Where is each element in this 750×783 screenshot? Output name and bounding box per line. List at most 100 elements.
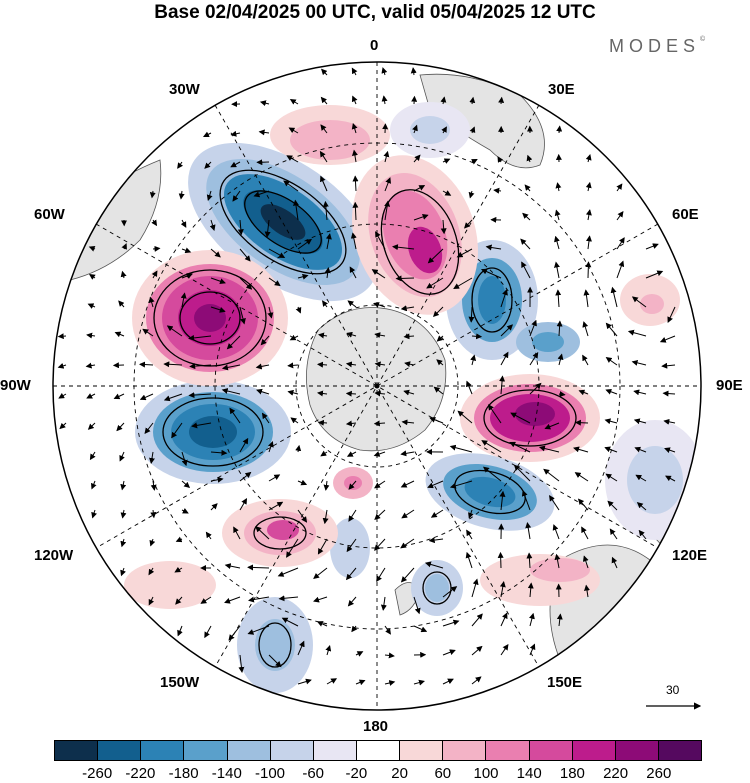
wind-vector xyxy=(529,319,537,337)
wind-vector xyxy=(585,235,592,250)
wind-vector xyxy=(317,419,328,426)
wind-vector xyxy=(436,335,444,342)
wind-vector xyxy=(471,645,483,656)
wind-vector xyxy=(381,95,388,105)
colorbar-swatch xyxy=(486,741,530,760)
wind-vector xyxy=(210,306,226,313)
wind-vector xyxy=(581,526,589,540)
wind-vector xyxy=(442,190,452,196)
wind-vector xyxy=(345,567,357,581)
wind-vector xyxy=(605,322,618,337)
wind-vector xyxy=(287,362,299,369)
wind-vector xyxy=(121,243,127,250)
wind-vector xyxy=(317,361,328,368)
wind-vector xyxy=(204,161,212,169)
wind-vector xyxy=(526,154,533,163)
wind-vector xyxy=(400,538,415,549)
wind-vector xyxy=(521,490,531,511)
high-anomaly-shading xyxy=(530,558,590,582)
wind-vector xyxy=(401,509,415,519)
wind-vector xyxy=(355,679,366,686)
wind-vector xyxy=(181,273,193,279)
low-anomaly-shading xyxy=(425,574,449,602)
wind-vector xyxy=(574,472,589,482)
colorbar-swatch xyxy=(356,741,401,760)
wind-vector xyxy=(485,244,502,251)
wind-vector xyxy=(480,268,502,279)
high-anomaly-shading xyxy=(640,294,664,314)
colorbar-swatch xyxy=(443,741,487,760)
wind-vector xyxy=(392,244,415,251)
wind-vector xyxy=(403,389,415,396)
wind-vector xyxy=(400,305,415,312)
wind-vector xyxy=(500,289,508,308)
wind-vector xyxy=(500,351,509,366)
wind-vector xyxy=(325,233,332,250)
wind-vector xyxy=(113,393,125,400)
wind-vector xyxy=(120,567,126,577)
wind-vector xyxy=(633,389,647,396)
wind-vector xyxy=(286,538,299,558)
wind-vector xyxy=(616,183,623,192)
lon-label-60e: 60E xyxy=(672,206,699,223)
wind-vector xyxy=(287,389,299,396)
wind-vector xyxy=(221,364,241,371)
colorbar-swatch xyxy=(615,741,659,760)
lon-label-90e: 90E xyxy=(716,377,743,394)
wind-vector xyxy=(499,490,506,511)
wind-vector xyxy=(525,522,532,540)
south-pole-marker xyxy=(374,383,380,389)
wind-vector xyxy=(239,248,251,262)
wind-vector xyxy=(520,238,531,250)
wind-vector xyxy=(264,219,271,238)
wind-vector xyxy=(375,231,386,250)
wind-vector xyxy=(373,420,386,427)
wind-vector xyxy=(321,68,328,76)
wind-vector xyxy=(413,214,429,221)
wind-vector xyxy=(442,619,460,627)
wind-vector xyxy=(188,392,212,399)
wind-vector xyxy=(453,277,473,290)
wind-vector xyxy=(471,613,483,627)
wind-vector xyxy=(289,98,299,105)
wind-vector xyxy=(582,555,589,569)
wind-vector xyxy=(255,363,270,370)
wind-vector xyxy=(268,654,282,668)
wind-vector xyxy=(119,451,125,462)
wind-vector xyxy=(232,190,241,202)
wind-vector xyxy=(142,328,154,337)
wind-vector xyxy=(297,479,308,486)
wind-vector xyxy=(238,654,245,673)
wind-vector xyxy=(464,219,473,229)
wind-vector xyxy=(320,96,328,105)
wind-vector xyxy=(605,473,618,482)
wind-vector xyxy=(350,232,357,250)
wind-vector xyxy=(91,509,97,519)
wind-vector xyxy=(585,181,592,192)
wind-vector xyxy=(457,410,473,424)
wind-vector xyxy=(413,596,421,615)
wind-vector xyxy=(229,407,241,424)
wind-vector xyxy=(286,155,299,163)
wind-vector xyxy=(247,564,270,571)
wind-vector xyxy=(413,185,426,192)
wind-vector xyxy=(144,422,154,434)
lon-label-150e: 150E xyxy=(547,674,583,691)
wind-vector xyxy=(345,390,357,397)
wind-vector xyxy=(86,393,96,399)
wind-vector xyxy=(432,306,444,318)
wind-vector xyxy=(297,640,305,656)
wind-vector xyxy=(499,375,506,395)
wind-vector xyxy=(627,329,647,337)
wind-vector xyxy=(150,480,157,491)
colorbar-swatch xyxy=(658,741,702,760)
colorbar-swatch xyxy=(400,741,444,760)
wind-vector xyxy=(224,563,241,570)
wind-vector xyxy=(139,393,154,401)
wind-vector xyxy=(237,219,244,236)
wind-vector xyxy=(268,441,274,453)
wind-vector xyxy=(178,190,185,200)
wind-vector xyxy=(449,444,473,453)
low-anomaly-shading xyxy=(189,416,237,448)
wind-vector xyxy=(345,420,357,427)
